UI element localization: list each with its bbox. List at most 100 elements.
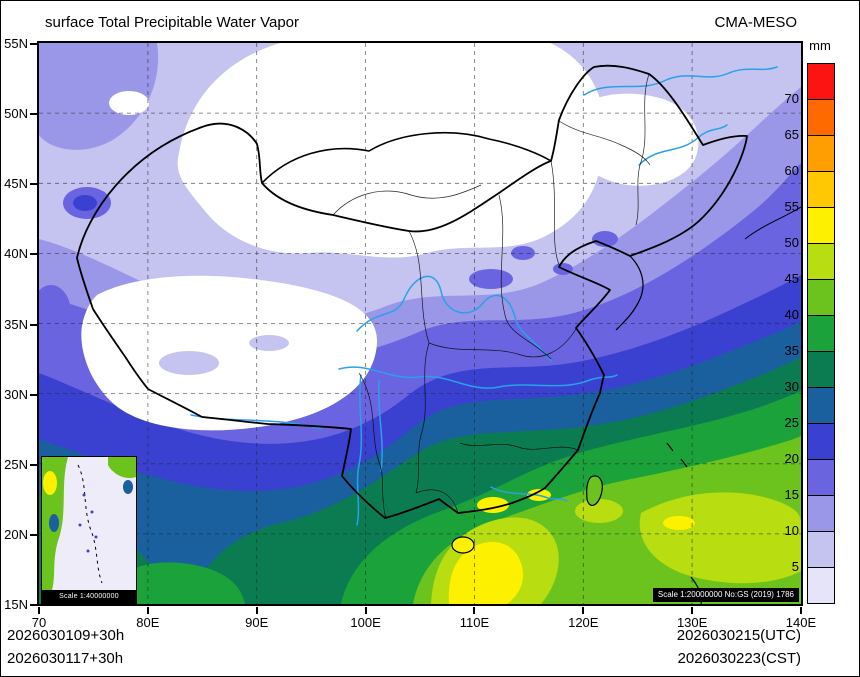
- map-area: Scale 1:40000000 Scale 1:20000000 No:GS …: [37, 41, 803, 606]
- lon-tick-label: 120E: [568, 615, 599, 630]
- lon-tick: [799, 607, 802, 614]
- lon-tick-label: 90E: [245, 615, 269, 630]
- lon-tick: [473, 607, 476, 614]
- colorbar-tick-label: 50: [784, 235, 799, 250]
- inset-patch-yellow: [43, 471, 57, 495]
- colorbar-cell: [808, 99, 834, 135]
- japan-coast: [744, 206, 801, 240]
- longitude-axis: 70 80E 90E 100E 110E 120E 130E 140E: [32, 607, 816, 633]
- dry-region-tibet: [81, 275, 378, 431]
- lat-tick-label: 30N: [4, 386, 28, 402]
- init-time-cst: 2026030117+30h: [7, 650, 124, 667]
- colorbar-tick-label: 70: [784, 91, 799, 106]
- patch-5-10-tibet2: [249, 335, 289, 351]
- lon-tick-label: 140E: [785, 615, 817, 630]
- dry-region-northeast: [561, 93, 699, 186]
- valid-time-utc: 2026030215(UTC): [676, 627, 801, 644]
- lat-tick-label: 35N: [4, 316, 28, 332]
- page-title: surface Total Precipitable Water Vapor: [45, 14, 300, 31]
- lon-tick: [582, 607, 585, 614]
- mongolia-border: [261, 131, 552, 184]
- colorbar-tick-label: 35: [784, 343, 799, 358]
- province-borders: [332, 73, 651, 520]
- river-yellow: [356, 275, 552, 362]
- lat-tick-label: 15N: [4, 597, 28, 612]
- lat-tick: [30, 604, 37, 606]
- patch-20-25-nw: [73, 195, 97, 211]
- patch-5-10-tibet: [159, 351, 219, 375]
- lat-tick-label: 45N: [4, 176, 28, 192]
- colorbar-tick-label: 20: [784, 451, 799, 466]
- colorbar-cell: [808, 279, 834, 315]
- valid-time-cst: 2026030223(CST): [677, 650, 801, 667]
- lat-tick: [30, 183, 37, 186]
- river-yangtze: [338, 366, 618, 389]
- local-patches: [39, 187, 618, 375]
- inset-dash-line: [77, 464, 103, 584]
- colorbar-cell: [808, 567, 834, 603]
- colorbar-cell: [808, 351, 834, 387]
- lat-tick: [30, 323, 37, 326]
- colorbar-tick-label: 5: [791, 559, 799, 574]
- lat-tick-label: 20N: [4, 526, 28, 542]
- inset-patch-teal: [49, 514, 59, 532]
- inset-canvas: [42, 457, 136, 590]
- colorbar-cell: [808, 495, 834, 531]
- colorbar-cell: [808, 423, 834, 459]
- lat-tick: [30, 463, 37, 466]
- colorbar-cell: [808, 387, 834, 423]
- contour-50-55: [448, 541, 524, 604]
- colorbar-cell: [808, 64, 834, 99]
- hainan-island: [451, 536, 475, 554]
- contour-10-15-nw: [39, 43, 159, 150]
- inset-scale-label: Scale 1:40000000: [42, 590, 136, 603]
- ryukyu-dashes: [666, 442, 688, 468]
- taiwan-island: [586, 475, 603, 506]
- model-name: CMA-MESO: [714, 14, 798, 31]
- lon-tick: [255, 607, 258, 614]
- river-heilongjiang: [583, 66, 778, 96]
- colorbar-tick-label: 10: [784, 523, 799, 538]
- contour-45-50-ocean: [639, 492, 801, 584]
- colorbar-unit-label: mm: [809, 38, 831, 53]
- contour-50-55-spot-ocean: [663, 516, 695, 530]
- lat-tick: [30, 43, 37, 45]
- lat-tick-label: 25N: [4, 456, 28, 472]
- dry-regions: [81, 43, 699, 431]
- colorbar-cell: [808, 459, 834, 495]
- lon-tick: [146, 607, 149, 614]
- river-mekong: [356, 374, 363, 526]
- lat-tick-label: 50N: [4, 106, 28, 122]
- lat-tick-label: 40N: [4, 246, 28, 262]
- lon-tick-label: 80E: [136, 615, 160, 630]
- colorbar-cell: [808, 315, 834, 351]
- lat-tick: [30, 393, 37, 396]
- init-time-utc: 2026030109+30h: [7, 627, 125, 644]
- lon-tick-label: 70: [31, 615, 47, 630]
- lon-tick-label: 100E: [350, 615, 381, 630]
- river-pearl: [490, 486, 568, 502]
- colorbar-tick-label: 60: [784, 163, 799, 178]
- inset-islands: [78, 493, 98, 553]
- patch-15-20-pamir: [39, 285, 71, 341]
- dry-region-mongolia: [177, 43, 606, 258]
- colorbar-cell: [808, 531, 834, 567]
- lon-tick: [691, 607, 694, 614]
- lat-tick-label: 55N: [4, 36, 28, 51]
- colorbar-cell: [808, 207, 834, 243]
- lat-tick: [30, 113, 37, 116]
- contour-45-50-spot: [575, 499, 623, 523]
- patch-15-20-liaoning: [592, 231, 618, 247]
- colorbar-cell: [808, 135, 834, 171]
- patch-15-20-shanxi: [469, 269, 513, 289]
- map-canvas: [39, 43, 801, 604]
- lon-tick-label: 110E: [459, 615, 490, 630]
- colorbar-tick-label: 30: [784, 379, 799, 394]
- lat-tick: [30, 253, 37, 256]
- colorbar-tick-label: 45: [784, 271, 799, 286]
- inset-patch-teal2: [123, 480, 133, 494]
- country-borders: [76, 64, 801, 604]
- korea-coast: [615, 255, 644, 331]
- map-scale-note: Scale 1:20000000 No:GS (2019) 1786: [652, 588, 799, 602]
- inset-land-east: [108, 457, 136, 479]
